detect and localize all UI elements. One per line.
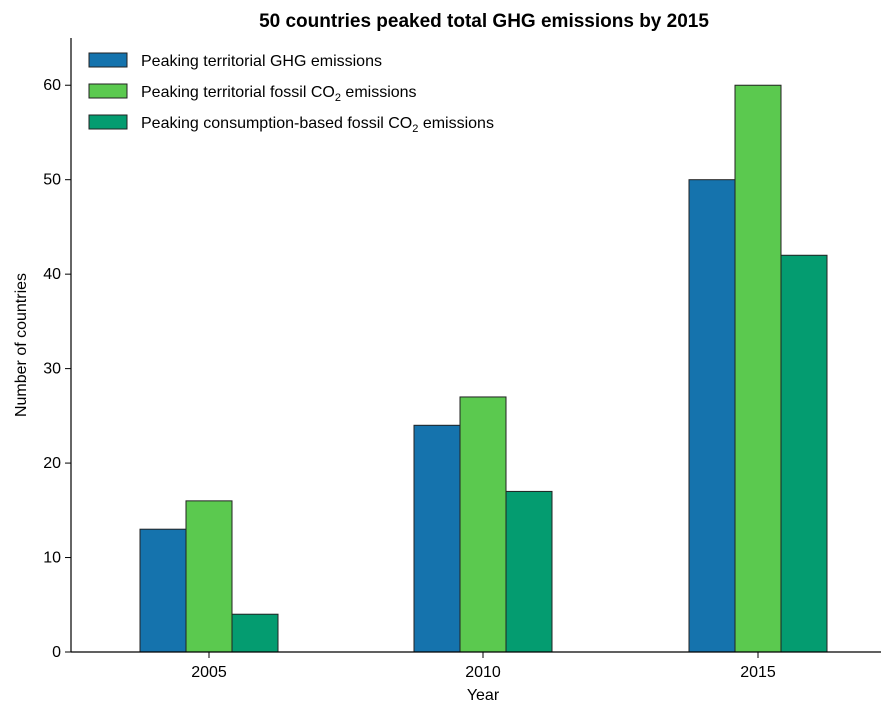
bar-2005-series-2	[185, 500, 233, 653]
legend: Peaking territorial GHG emissions Peaking…	[88, 52, 494, 135]
x-axis-label: Year	[467, 687, 500, 704]
y-axis-label: Number of countries	[13, 273, 30, 417]
y-tick-label: 20	[43, 455, 61, 472]
x-tick-label: 2010	[465, 664, 501, 681]
bar-2010-series-2	[459, 396, 507, 653]
y-tick-label: 60	[43, 77, 61, 94]
legend-label-2: Peaking territorial fossil CO2 emissions	[141, 84, 417, 104]
bar-2015-series-3	[780, 254, 828, 653]
bar-2015-series-1	[688, 179, 736, 653]
y-tick-label: 10	[43, 550, 61, 567]
legend-swatch-3	[88, 114, 128, 130]
y-tick-label: 50	[43, 172, 61, 189]
y-tick-label: 40	[43, 266, 61, 283]
bar-2015-series-2	[734, 84, 782, 653]
y-tick-label: 30	[43, 361, 61, 378]
x-tick-label: 2005	[191, 664, 227, 681]
y-tick-label: 0	[52, 644, 61, 661]
bar-2010-series-3	[505, 490, 553, 653]
bars-group	[139, 84, 828, 653]
bar-2010-series-1	[413, 424, 461, 653]
legend-swatch-1	[88, 52, 128, 68]
x-tick-label: 2015	[740, 664, 776, 681]
legend-swatch-2	[88, 83, 128, 99]
axes-group: 0 10 20 30 40 50 60 2005 2010 2015	[43, 38, 881, 681]
bar-2005-series-1	[139, 528, 187, 653]
chart-title: 50 countries peaked total GHG emissions …	[259, 11, 709, 32]
legend-label-3: Peaking consumption-based fossil CO2 emi…	[141, 115, 494, 135]
legend-label-1: Peaking territorial GHG emissions	[141, 53, 382, 70]
bar-2005-series-3	[231, 613, 279, 653]
